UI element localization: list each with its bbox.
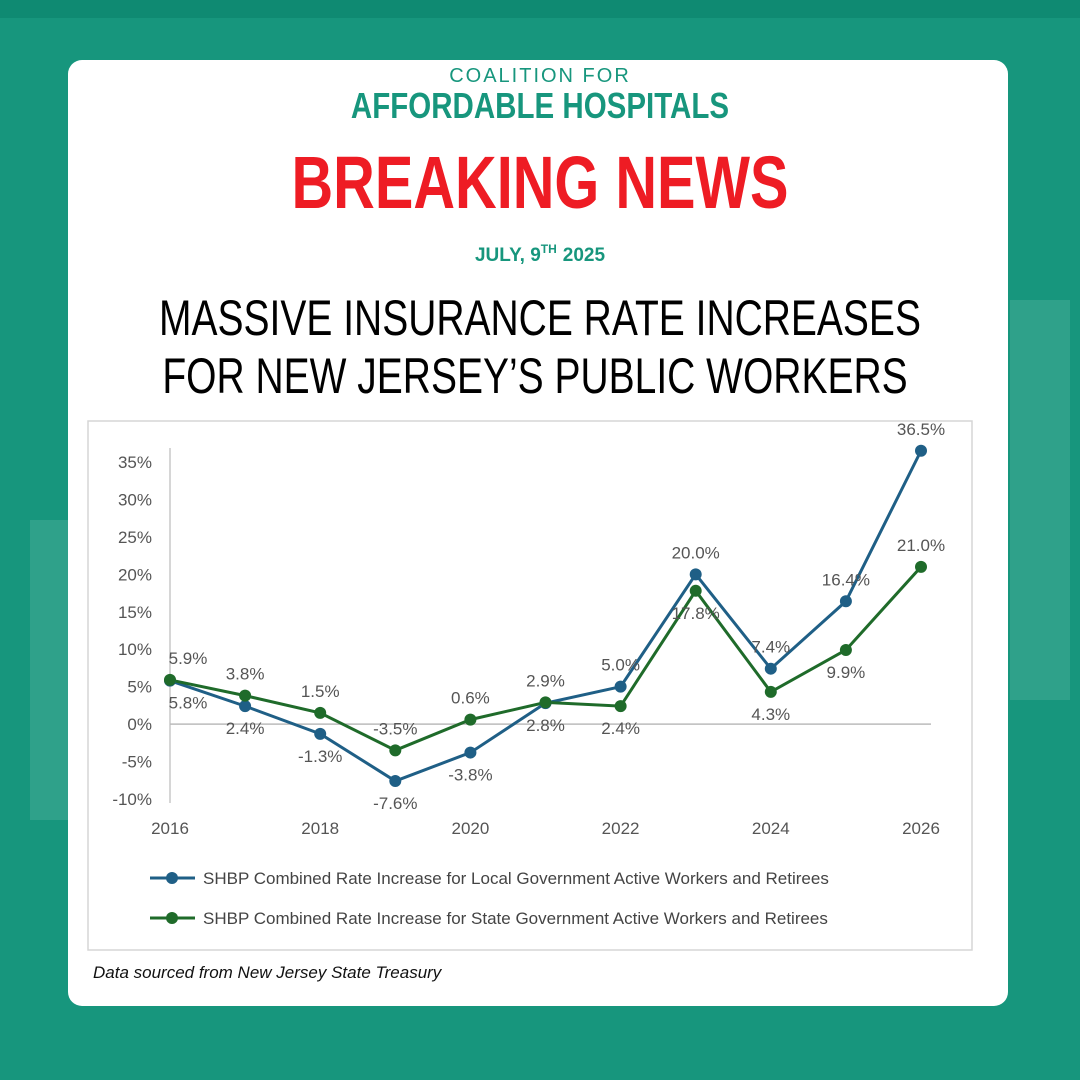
value-label: 1.5%: [301, 682, 340, 701]
y-tick-label: 0%: [127, 715, 152, 734]
legend-label: SHBP Combined Rate Increase for Local Go…: [203, 869, 829, 888]
x-tick-label: 2020: [451, 819, 489, 838]
point: [689, 568, 702, 581]
value-label: 20.0%: [672, 543, 720, 562]
value-label: 7.4%: [751, 638, 790, 657]
legend-marker: [166, 912, 178, 924]
y-tick-label: 15%: [118, 603, 152, 622]
y-tick-label: 10%: [118, 640, 152, 659]
y-tick-label: 30%: [118, 490, 152, 509]
point: [314, 727, 327, 740]
point: [839, 595, 852, 608]
value-label: 21.0%: [897, 536, 945, 555]
point: [689, 584, 702, 597]
y-tick-label: 5%: [127, 678, 152, 697]
x-tick-label: 2022: [602, 819, 640, 838]
point: [464, 746, 477, 759]
point: [764, 662, 777, 675]
value-label: -3.5%: [373, 719, 417, 738]
point: [614, 700, 627, 713]
y-tick-label: 20%: [118, 565, 152, 584]
point: [239, 700, 252, 713]
value-label: 5.8%: [169, 694, 208, 713]
point: [239, 689, 252, 702]
date: JULY, 9TH 2025: [475, 242, 606, 266]
point: [539, 696, 552, 709]
date-day: JULY, 9: [475, 245, 541, 266]
value-label: 36.5%: [897, 420, 945, 439]
value-label: 2.4%: [601, 719, 640, 738]
point: [614, 680, 627, 693]
value-label: 16.4%: [822, 570, 870, 589]
value-label: 17.8%: [672, 604, 720, 623]
headline: MASSIVE INSURANCE RATE INCREASES: [159, 289, 921, 346]
y-tick-label: -5%: [122, 753, 152, 772]
date-year: 2025: [563, 245, 606, 266]
value-label: 2.9%: [526, 671, 565, 690]
point: [389, 775, 402, 788]
value-label: -3.8%: [448, 766, 492, 785]
kicker: COALITION FOR: [449, 65, 631, 87]
point: [839, 643, 852, 656]
banner: BREAKING NEWS: [291, 142, 788, 225]
top-edge: [0, 0, 1080, 18]
value-label: 9.9%: [827, 663, 866, 682]
value-label: 5.9%: [169, 649, 208, 668]
legend-marker: [166, 872, 178, 884]
x-tick-label: 2026: [902, 819, 940, 838]
value-label: -7.6%: [373, 794, 417, 813]
date-superscript: TH: [541, 242, 557, 256]
chart-frame: [87, 420, 973, 951]
value-label: -1.3%: [298, 747, 342, 766]
value-label: 5.0%: [601, 656, 640, 675]
y-tick-label: -10%: [112, 790, 152, 809]
x-tick-label: 2016: [151, 819, 189, 838]
point: [389, 744, 402, 757]
point: [164, 673, 176, 686]
x-tick-label: 2018: [301, 819, 339, 838]
org: AFFORDABLE HOSPITALS: [351, 85, 729, 125]
value-label: 2.4%: [226, 719, 265, 738]
point: [915, 560, 927, 573]
point: [915, 444, 927, 457]
texture: [1010, 300, 1070, 700]
legend-label: SHBP Combined Rate Increase for State Go…: [203, 909, 828, 928]
headline: FOR NEW JERSEY’S PUBLIC WORKERS: [162, 347, 907, 404]
value-label: 2.8%: [526, 716, 565, 735]
y-tick-label: 25%: [118, 528, 152, 547]
value-label: 3.8%: [226, 665, 265, 684]
point: [764, 685, 777, 698]
x-tick-label: 2024: [752, 819, 790, 838]
value-label: 4.3%: [751, 705, 790, 724]
point: [314, 706, 327, 719]
point: [464, 713, 477, 726]
value-label: 0.6%: [451, 689, 490, 708]
source-note: Data sourced from New Jersey State Treas…: [93, 963, 443, 982]
y-tick-label: 35%: [118, 453, 152, 472]
